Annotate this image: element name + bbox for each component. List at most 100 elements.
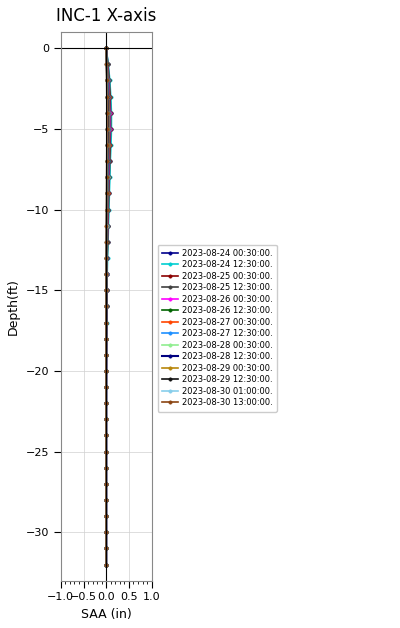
2023-08-26 00:30:00. (104, 512, 109, 520)
2023-08-26 12:30:00. (104, 529, 109, 536)
2023-08-28 00:30:00. (104, 512, 109, 520)
2023-08-29 12:30:00. (104, 480, 109, 488)
2023-08-27 12:30:00. (105, 190, 110, 197)
2023-08-24 12:30:00. (104, 335, 109, 342)
2023-08-27 00:30:00. (104, 431, 109, 439)
2023-08-29 12:30:00. (104, 416, 109, 423)
2023-08-28 12:30:00. (104, 270, 109, 278)
2023-08-30 13:00:00. (104, 480, 109, 488)
2023-08-26 12:30:00. (104, 480, 109, 488)
2023-08-24 00:30:00. (104, 416, 109, 423)
2023-08-29 00:30:00. (104, 206, 109, 214)
2023-08-27 00:30:00. (104, 335, 109, 342)
2023-08-27 12:30:00. (106, 158, 110, 165)
2023-08-26 12:30:00. (104, 335, 109, 342)
2023-08-24 12:30:00. (104, 529, 109, 536)
2023-08-28 00:30:00. (104, 561, 109, 568)
2023-08-28 12:30:00. (104, 254, 109, 262)
2023-08-27 12:30:00. (104, 270, 109, 278)
2023-08-26 12:30:00. (104, 448, 109, 455)
2023-08-24 00:30:00. (108, 141, 113, 149)
2023-08-25 12:30:00. (104, 303, 109, 310)
2023-08-25 12:30:00. (105, 254, 110, 262)
2023-08-24 00:30:00. (104, 303, 109, 310)
2023-08-26 12:30:00. (104, 496, 109, 504)
2023-08-25 12:30:00. (106, 190, 111, 197)
2023-08-28 00:30:00. (104, 448, 109, 455)
2023-08-24 12:30:00. (108, 93, 113, 100)
2023-08-26 00:30:00. (106, 77, 111, 84)
2023-08-30 13:00:00. (104, 319, 109, 327)
2023-08-27 12:30:00. (104, 512, 109, 520)
Line: 2023-08-28 00:30:00.: 2023-08-28 00:30:00. (104, 46, 110, 566)
2023-08-29 00:30:00. (104, 529, 109, 536)
2023-08-29 00:30:00. (105, 190, 110, 197)
2023-08-27 12:30:00. (104, 238, 109, 246)
2023-08-24 00:30:00. (108, 158, 112, 165)
2023-08-27 00:30:00. (104, 319, 109, 327)
2023-08-30 01:00:00. (104, 303, 109, 310)
2023-08-27 00:30:00. (104, 399, 109, 407)
2023-08-27 00:30:00. (104, 270, 109, 278)
2023-08-27 00:30:00. (106, 141, 111, 149)
2023-08-30 01:00:00. (104, 512, 109, 520)
2023-08-27 00:30:00. (104, 512, 109, 520)
2023-08-30 01:00:00. (104, 383, 109, 391)
2023-08-30 01:00:00. (104, 544, 109, 552)
Line: 2023-08-26 12:30:00.: 2023-08-26 12:30:00. (104, 46, 111, 566)
2023-08-27 12:30:00. (104, 496, 109, 504)
2023-08-27 12:30:00. (104, 529, 109, 536)
2023-08-24 00:30:00. (104, 431, 109, 439)
2023-08-30 13:00:00. (104, 270, 109, 278)
2023-08-26 00:30:00. (107, 125, 112, 133)
2023-08-30 13:00:00. (104, 399, 109, 407)
Line: 2023-08-30 13:00:00.: 2023-08-30 13:00:00. (104, 46, 109, 566)
2023-08-30 13:00:00. (104, 125, 109, 133)
2023-08-30 13:00:00. (104, 93, 109, 100)
2023-08-29 12:30:00. (104, 303, 109, 310)
2023-08-28 00:30:00. (104, 45, 109, 52)
2023-08-29 12:30:00. (104, 383, 109, 391)
2023-08-30 01:00:00. (105, 125, 110, 133)
2023-08-27 12:30:00. (105, 173, 110, 181)
2023-08-28 00:30:00. (104, 222, 109, 229)
2023-08-30 01:00:00. (104, 286, 109, 294)
2023-08-26 12:30:00. (104, 416, 109, 423)
2023-08-30 01:00:00. (104, 77, 109, 84)
2023-08-26 00:30:00. (104, 496, 109, 504)
2023-08-29 00:30:00. (104, 319, 109, 327)
2023-08-26 12:30:00. (104, 254, 109, 262)
2023-08-28 00:30:00. (105, 173, 110, 181)
2023-08-27 00:30:00. (104, 416, 109, 423)
2023-08-29 12:30:00. (104, 431, 109, 439)
2023-08-25 00:30:00. (106, 222, 110, 229)
2023-08-26 00:30:00. (107, 109, 112, 117)
2023-08-29 12:30:00. (105, 125, 110, 133)
2023-08-26 00:30:00. (104, 529, 109, 536)
2023-08-28 00:30:00. (104, 431, 109, 439)
2023-08-29 12:30:00. (104, 448, 109, 455)
2023-08-27 00:30:00. (104, 351, 109, 359)
2023-08-26 00:30:00. (104, 464, 109, 472)
2023-08-29 00:30:00. (104, 60, 109, 68)
2023-08-27 12:30:00. (106, 109, 111, 117)
2023-08-28 12:30:00. (104, 45, 109, 52)
2023-08-26 12:30:00. (104, 544, 109, 552)
2023-08-24 00:30:00. (108, 109, 113, 117)
2023-08-24 12:30:00. (104, 303, 109, 310)
2023-08-27 12:30:00. (104, 431, 109, 439)
2023-08-24 12:30:00. (104, 431, 109, 439)
2023-08-26 12:30:00. (105, 238, 110, 246)
2023-08-24 12:30:00. (104, 416, 109, 423)
2023-08-29 00:30:00. (105, 93, 110, 100)
2023-08-28 12:30:00. (105, 158, 110, 165)
2023-08-25 00:30:00. (104, 561, 109, 568)
2023-08-27 12:30:00. (104, 416, 109, 423)
Line: 2023-08-28 12:30:00.: 2023-08-28 12:30:00. (104, 46, 110, 566)
2023-08-25 00:30:00. (104, 496, 109, 504)
2023-08-26 12:30:00. (104, 431, 109, 439)
2023-08-28 12:30:00. (105, 173, 110, 181)
2023-08-29 12:30:00. (104, 529, 109, 536)
2023-08-27 12:30:00. (105, 206, 110, 214)
2023-08-24 00:30:00. (104, 270, 109, 278)
